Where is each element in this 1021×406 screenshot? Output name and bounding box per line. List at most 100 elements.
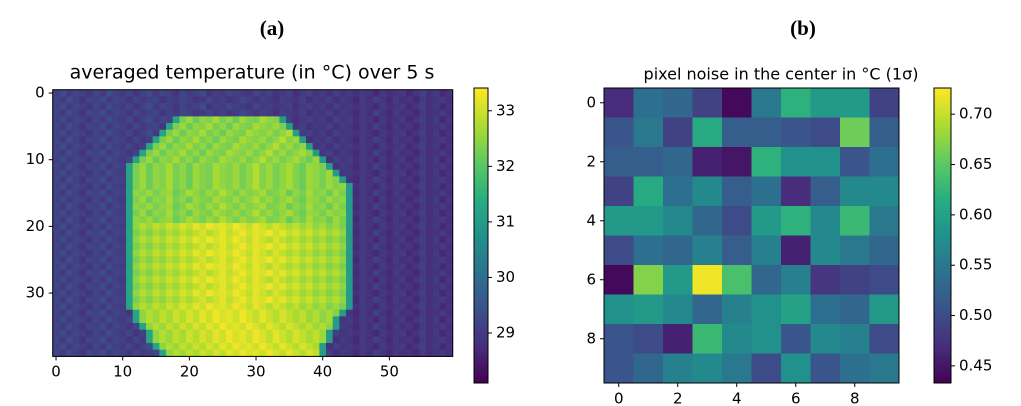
- heatmap-cell: [246, 90, 253, 97]
- heatmap-cell: [199, 303, 206, 310]
- heatmap-cell: [153, 316, 160, 323]
- heatmap-cell: [413, 330, 420, 337]
- heatmap-cell: [426, 216, 433, 223]
- heatmap-cell: [113, 343, 120, 350]
- heatmap-cell: [233, 223, 240, 230]
- heatmap-cell: [326, 216, 333, 223]
- heatmap-cell: [266, 296, 273, 303]
- heatmap-cell: [286, 210, 293, 217]
- heatmap-cell: [86, 103, 93, 110]
- heatmap-cell: [439, 223, 446, 230]
- heatmap-cell: [333, 123, 340, 130]
- heatmap-cell: [346, 103, 353, 110]
- heatmap-cell: [313, 156, 320, 163]
- heatmap-cell: [246, 103, 253, 110]
- heatmap-cell: [266, 216, 273, 223]
- heatmap-cell: [326, 263, 333, 270]
- heatmap-cell: [73, 216, 80, 223]
- heatmap-cell: [53, 276, 60, 283]
- heatmap-cell: [246, 290, 253, 297]
- heatmap-cell: [239, 223, 246, 230]
- heatmap-cell: [446, 336, 453, 343]
- heatmap-cell: [313, 316, 320, 323]
- heatmap-cell: [433, 243, 440, 250]
- heatmap-cell: [373, 336, 380, 343]
- heatmap-cell: [306, 150, 313, 157]
- heatmap-cell: [133, 223, 140, 230]
- heatmap-cell: [870, 147, 900, 177]
- heatmap-cell: [306, 290, 313, 297]
- heatmap-cell: [373, 343, 380, 350]
- heatmap-cell: [246, 283, 253, 290]
- heatmap-cell: [139, 103, 146, 110]
- heatmap-cell: [273, 90, 280, 97]
- colorbar-tick-label: 0.65: [959, 155, 992, 173]
- heatmap-cell: [239, 190, 246, 197]
- heatmap-cell: [333, 90, 340, 97]
- heatmap-cell: [213, 110, 220, 117]
- heatmap-cell: [186, 250, 193, 257]
- heatmap-cell: [379, 230, 386, 237]
- heatmap-cell: [93, 130, 100, 137]
- heatmap-cell: [139, 203, 146, 210]
- heatmap-cell: [226, 276, 233, 283]
- heatmap-cell: [286, 123, 293, 130]
- heatmap-cell: [379, 250, 386, 257]
- heatmap-cell: [399, 130, 406, 137]
- heatmap-cell: [233, 90, 240, 97]
- heatmap-cell: [239, 170, 246, 177]
- heatmap-cell: [139, 310, 146, 317]
- heatmap-cell: [159, 116, 166, 123]
- heatmap-cell: [246, 310, 253, 317]
- heatmap-cell: [99, 110, 106, 117]
- heatmap-cell: [266, 190, 273, 197]
- heatmap-cell: [339, 303, 346, 310]
- heatmap-cell: [359, 123, 366, 130]
- heatmap-cell: [752, 177, 782, 207]
- heatmap-cell: [419, 283, 426, 290]
- heatmap-cell: [193, 170, 200, 177]
- heatmap-cell: [393, 103, 400, 110]
- heatmap-cell: [870, 206, 900, 236]
- heatmap-cell: [333, 330, 340, 337]
- x-tick-label: 8: [850, 390, 860, 406]
- heatmap-cell: [119, 163, 126, 170]
- heatmap-cell: [186, 110, 193, 117]
- heatmap-cell: [253, 303, 260, 310]
- heatmap-cell: [99, 203, 106, 210]
- heatmap-cell: [413, 190, 420, 197]
- heatmap-cell: [173, 290, 180, 297]
- heatmap-cell: [66, 336, 73, 343]
- heatmap-cell: [119, 276, 126, 283]
- heatmap-cell: [79, 310, 86, 317]
- heatmap-cell: [279, 336, 286, 343]
- heatmap-cell: [306, 96, 313, 103]
- heatmap-cell: [433, 323, 440, 330]
- heatmap-cell: [439, 116, 446, 123]
- heatmap-cell: [226, 150, 233, 157]
- heatmap-cell: [213, 316, 220, 323]
- heatmap-cell: [133, 90, 140, 97]
- heatmap-cell: [299, 116, 306, 123]
- heatmap-cell: [66, 323, 73, 330]
- heatmap-cell: [393, 183, 400, 190]
- heatmap-cell: [399, 136, 406, 143]
- heatmap-cell: [406, 223, 413, 230]
- heatmap-cell: [166, 343, 173, 350]
- heatmap-cell: [113, 170, 120, 177]
- heatmap-cell: [346, 230, 353, 237]
- heatmap-cell: [313, 150, 320, 157]
- heatmap-cell: [79, 343, 86, 350]
- heatmap-cell: [59, 230, 66, 237]
- heatmap-cell: [426, 230, 433, 237]
- heatmap-cell: [179, 156, 186, 163]
- heatmap-cell: [253, 190, 260, 197]
- heatmap-cell: [333, 276, 340, 283]
- heatmap-cell: [419, 243, 426, 250]
- heatmap-cell: [446, 303, 453, 310]
- heatmap-cell: [386, 156, 393, 163]
- heatmap-cell: [313, 336, 320, 343]
- heatmap-cell: [722, 118, 752, 148]
- heatmap-cell: [173, 316, 180, 323]
- heatmap-cell: [446, 283, 453, 290]
